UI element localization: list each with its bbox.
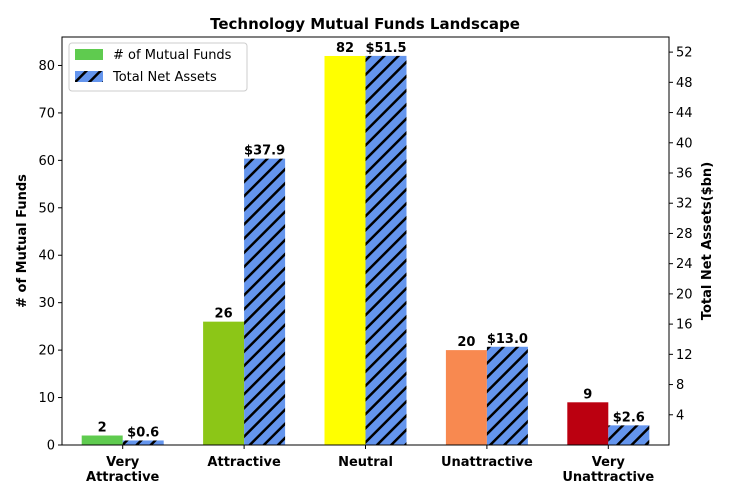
- bar-label-assets: $13.0: [487, 332, 528, 347]
- bar-assets: [244, 158, 286, 445]
- bar-assets: [486, 346, 528, 445]
- plot-frame: [61, 36, 670, 446]
- legend-label-funds: # of Mutual Funds: [113, 48, 232, 63]
- bar-label-funds: 2: [98, 421, 107, 436]
- y2-tick-label: 52: [676, 46, 693, 61]
- bar-label-funds: 26: [215, 307, 233, 322]
- y2-tick-label: 48: [676, 76, 693, 91]
- y2-tick-label: 32: [676, 197, 693, 212]
- y2-tick-label: 4: [676, 408, 684, 423]
- bar-label-assets: $2.6: [613, 410, 645, 425]
- bar-label-funds: 20: [457, 335, 475, 350]
- bar-funds: [567, 402, 609, 445]
- legend: # of Mutual Funds Total Net Assets: [68, 42, 248, 92]
- bar-funds: [81, 435, 123, 445]
- y-tick-label: 20: [38, 344, 55, 359]
- y2-tick-label: 16: [676, 318, 693, 333]
- bar-assets: [365, 55, 407, 446]
- y2-tick-label: 20: [676, 287, 693, 302]
- legend-label-assets: Total Net Assets: [112, 70, 217, 85]
- y2-tick-label: 36: [676, 167, 693, 182]
- y2-tick-label: 24: [676, 257, 693, 272]
- y-tick-label: 30: [38, 296, 55, 311]
- y2-tick-label: 44: [676, 106, 693, 121]
- y-tick-label: 50: [38, 201, 55, 216]
- x-tick-label: Unattractive: [441, 455, 533, 470]
- y2-tick-label: 12: [676, 348, 693, 363]
- x-tick-label: Neutral: [338, 455, 393, 470]
- x-tick-label: Very Attractive: [86, 455, 160, 485]
- bar-label-assets: $51.5: [365, 41, 406, 56]
- y-tick-label: 40: [38, 249, 55, 264]
- bar-label-assets: $0.6: [127, 425, 159, 440]
- y2-tick-label: 40: [676, 136, 693, 151]
- y-tick-label: 80: [38, 59, 55, 74]
- y-tick-label: 70: [38, 106, 55, 121]
- y2-tick-label: 28: [676, 227, 693, 242]
- y-tick-label: 10: [38, 391, 55, 406]
- y-tick-label: 0: [47, 439, 55, 454]
- bar-assets: [122, 440, 164, 445]
- bar-label-funds: 9: [583, 387, 592, 402]
- y2-tick-label: 8: [676, 378, 684, 393]
- bar-label-assets: $37.9: [244, 144, 285, 159]
- chart-title: Technology Mutual Funds Landscape: [210, 15, 520, 33]
- legend-swatch-assets: [75, 71, 103, 82]
- legend-swatch-funds: [75, 49, 103, 60]
- bar-assets: [608, 425, 650, 445]
- bar-label-funds: 82: [336, 41, 354, 56]
- y-axis-label: # of Mutual Funds: [15, 174, 30, 308]
- bar-funds: [324, 55, 366, 445]
- x-tick-label: Attractive: [207, 455, 281, 470]
- x-tick-label: Very Unattractive: [562, 455, 654, 485]
- plot-area: 2 $0.6 Very Attractive 26 $37.9 Attractive 82 $5…: [38, 36, 693, 485]
- y2-axis-label: Total Net Assets($bn): [700, 162, 715, 320]
- y-tick-label: 60: [38, 154, 55, 169]
- bar-funds: [445, 350, 487, 445]
- legend-box: [68, 42, 248, 92]
- bar-funds: [203, 321, 245, 445]
